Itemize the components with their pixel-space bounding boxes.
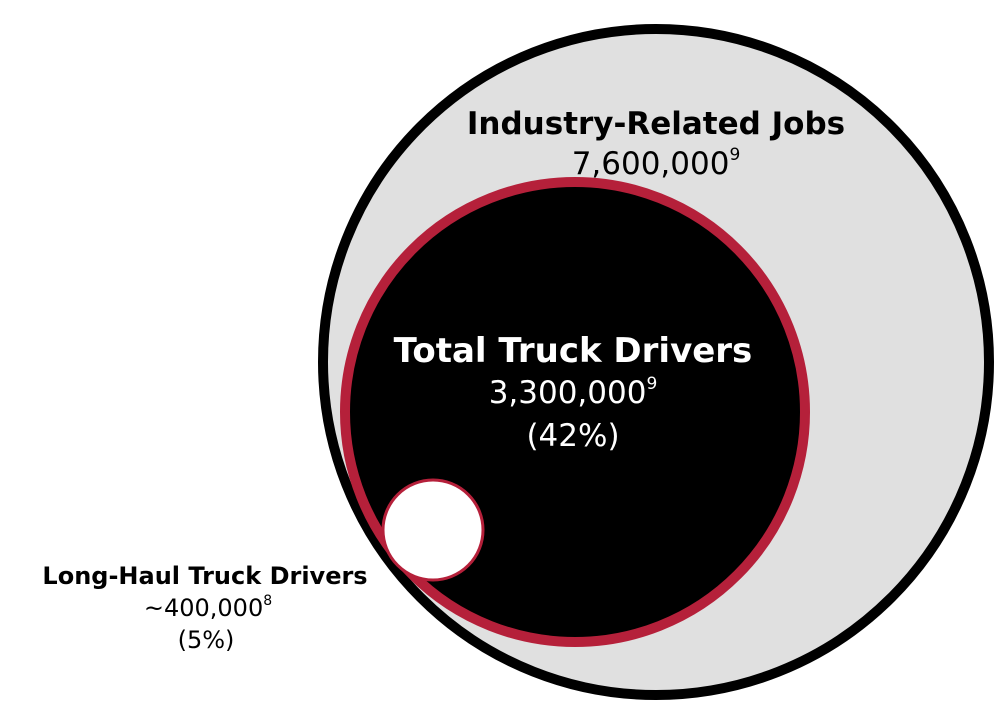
- node-share: (5%): [178, 626, 235, 654]
- node-share: (42%): [526, 418, 619, 454]
- value: ~400,000: [144, 594, 263, 622]
- node-label: Long-Haul Truck Drivers: [42, 562, 367, 590]
- footnote: 8: [263, 593, 272, 609]
- node-value: 7,600,0009: [572, 145, 741, 182]
- value: 3,300,000: [489, 375, 647, 411]
- node-label: Total Truck Drivers: [394, 331, 753, 371]
- node-label: Industry-Related Jobs: [467, 106, 845, 142]
- footnote: 9: [729, 145, 740, 165]
- node-value: ~400,0008: [144, 593, 272, 622]
- small-circle: [381, 478, 485, 582]
- value: 7,600,000: [572, 146, 730, 182]
- node-value: 3,300,0009: [489, 374, 658, 411]
- footnote: 9: [646, 374, 657, 394]
